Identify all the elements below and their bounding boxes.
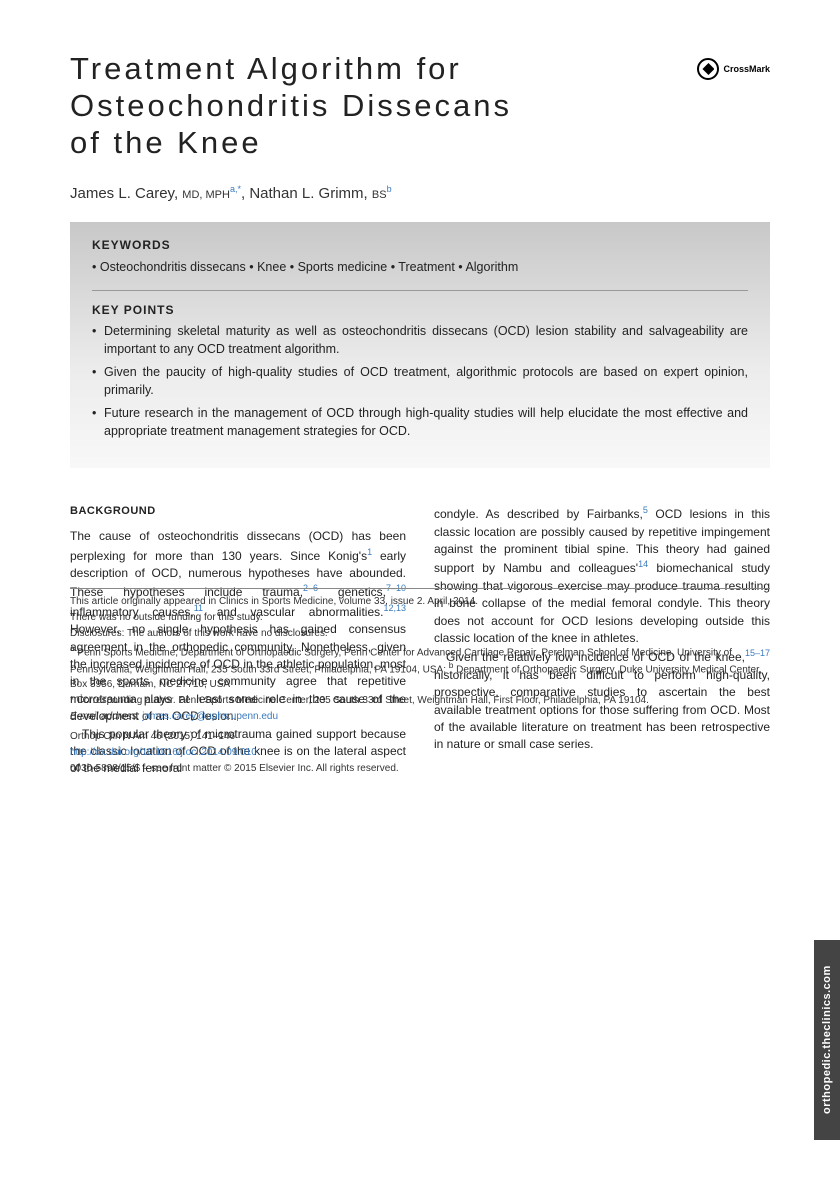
footer-doi: http://dx.doi.org/10.1016/j.ocl.2014.09.…: [70, 746, 770, 760]
keywords-list: • Osteochondritis dissecans • Knee • Spo…: [92, 258, 748, 277]
keypoint-item: Future research in the management of OCD…: [92, 405, 748, 440]
journal-side-tab[interactable]: orthopedic.theclinics.com: [814, 940, 840, 1140]
footer-journal: Orthop Clin N Am 46 (2015) 141–146: [70, 730, 770, 744]
keywords-heading: KEYWORDS: [92, 238, 748, 252]
crossmark-icon: [697, 58, 719, 80]
footer-corresponding: * Corresponding author. Penn Sports Medi…: [70, 694, 770, 708]
article-title: Treatment Algorithm for Osteochondritis …: [70, 50, 550, 162]
keypoint-item: Given the paucity of high-quality studie…: [92, 364, 748, 399]
doi-link[interactable]: http://dx.doi.org/10.1016/j.ocl.2014.09.…: [70, 747, 257, 758]
crossmark-badge[interactable]: CrossMark: [697, 58, 770, 80]
footer-rule: [70, 588, 770, 589]
footer-affiliations: a Penn Sports Medicine, Department of Or…: [70, 643, 770, 692]
background-heading: BACKGROUND: [70, 504, 406, 520]
keypoints-list: Determining skeletal maturity as well as…: [92, 323, 748, 440]
highlights-box: KEYWORDS • Osteochondritis dissecans • K…: [70, 222, 770, 469]
author-2-name: Nathan L. Grimm: [249, 185, 363, 202]
email-link[interactable]: james.carey@uphs.upenn.edu: [142, 711, 278, 722]
author-1-name: James L. Carey: [70, 185, 174, 202]
author-2-affiliation: b: [387, 184, 392, 194]
author-1-credentials: MD, MPH: [182, 189, 230, 201]
author-1-corresponding: *: [237, 184, 241, 194]
footer-block: This article originally appeared in Clin…: [70, 588, 770, 778]
footer-email-line: E-mail address: james.carey@uphs.upenn.e…: [70, 710, 770, 724]
footer-disclosures: Disclosures: The authors of this work ha…: [70, 627, 770, 641]
footer-issn: 0030-5898/15/$ – see front matter © 2015…: [70, 762, 770, 776]
footer-origin: This article originally appeared in Clin…: [70, 595, 770, 609]
footer-funding: There was no outside funding for this st…: [70, 611, 770, 625]
keypoints-heading: KEY POINTS: [92, 303, 748, 317]
crossmark-label: CrossMark: [723, 64, 770, 74]
keypoint-item: Determining skeletal maturity as well as…: [92, 323, 748, 358]
author-2-credentials: BS: [372, 189, 387, 201]
box-divider: [92, 290, 748, 291]
author-line: James L. Carey, MD, MPHa,*, Nathan L. Gr…: [70, 184, 770, 202]
citation-link[interactable]: 14: [638, 559, 648, 569]
